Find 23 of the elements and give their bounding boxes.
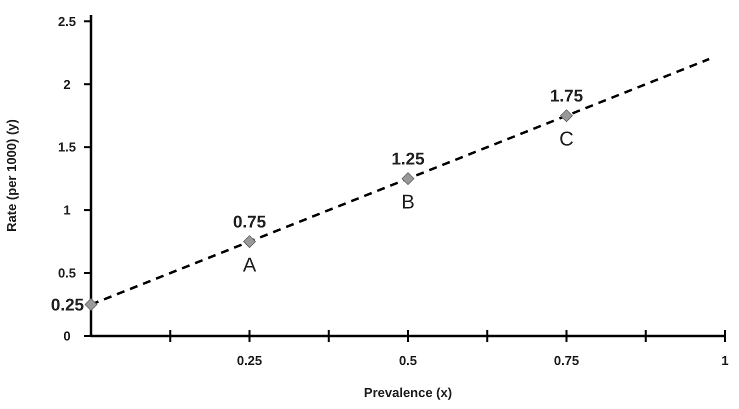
y-tick-label: 2: [63, 76, 71, 92]
annotation: B: [401, 192, 415, 214]
data-label: 0.25: [50, 296, 84, 315]
x-tick-label: 0.25: [236, 353, 262, 368]
annotation: C: [559, 128, 574, 151]
y-tick-label: 0.5: [58, 266, 76, 281]
point: [243, 235, 256, 248]
point: [84, 298, 98, 311]
annotation: A: [242, 254, 257, 277]
y-tick-label: 1.5: [58, 140, 76, 155]
point: [560, 109, 573, 122]
point: [402, 172, 414, 185]
data-label: 1.25: [391, 150, 425, 169]
x-tick-label: 0.5: [398, 353, 418, 368]
x-tick-label: 1: [721, 353, 729, 368]
y-tick-label: 2.5: [58, 14, 76, 29]
y-tick-label: 1: [63, 202, 71, 218]
data-label: 1.75: [550, 86, 584, 106]
y-axis-title: Rate (per 1000) (y): [4, 119, 19, 232]
x-tick-label: 0.75: [554, 353, 580, 368]
y-tick-label: 0: [63, 328, 71, 344]
x-axis-title: Prevalence (x): [364, 385, 452, 400]
data-label: 0.75: [232, 212, 266, 232]
